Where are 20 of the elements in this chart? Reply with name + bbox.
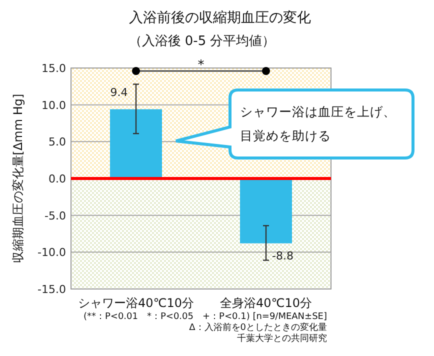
text: 千葉大学との共同研究	[237, 333, 327, 344]
annotation: シャワー浴は血圧を上げ、目覚めを助ける	[240, 104, 396, 143]
text: Δ：入浴前を0としたときの変化量	[189, 322, 327, 333]
chart-subtitle: （入浴後 0-5 分平均値）	[128, 34, 276, 49]
y-tick-label: 0.0	[48, 172, 66, 186]
y-tick-label: 15.0	[42, 62, 66, 75]
annotation: *	[198, 58, 205, 73]
y-tick-label: -5.0	[44, 209, 66, 222]
y-tick-label: 10.0	[42, 98, 66, 112]
y-axis-title: 収縮期血圧の変化量[Δmm Hg]	[11, 94, 25, 264]
x-tick-label: 全身浴40℃10分	[220, 296, 312, 310]
text: (**：P<0.01 *：P<0.05 +：P<0.1) [n=9/MEAN±SE]	[83, 312, 327, 322]
data-label: -8.8	[272, 249, 294, 262]
y-tick-label: -10.0	[38, 246, 66, 260]
chart-title: 入浴前後の収縮期血圧の変化	[129, 10, 311, 26]
data-label: 9.4	[110, 86, 128, 100]
y-tick-label: -15.0	[38, 283, 66, 296]
y-tick-label: 5.0	[48, 136, 66, 149]
x-tick-label: シャワー浴40℃10分	[78, 296, 194, 310]
callout: シャワー浴は血圧を上げ、目覚めを助ける	[174, 88, 414, 160]
